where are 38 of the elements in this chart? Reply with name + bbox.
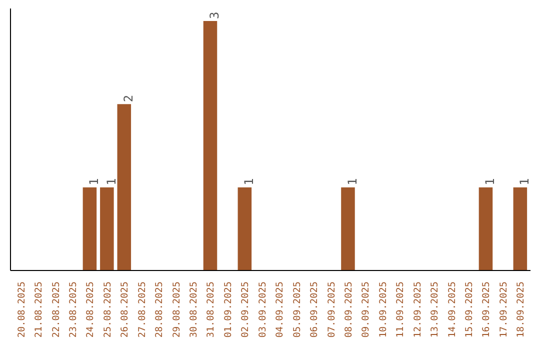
x-tick-label: 13.09.2025 [430,281,441,338]
x-tick-label: 09.09.2025 [360,281,372,338]
x-tick-label: 07.09.2025 [326,281,338,338]
x-tick-label: 28.08.2025 [154,281,166,338]
x-tick-label: 14.09.2025 [446,281,458,338]
x-tick-label: 27.08.2025 [136,281,148,338]
data-label: 2 [122,94,136,102]
x-tick-label: 15.09.2025 [464,281,476,338]
x-tick-label: 17.09.2025 [498,281,510,338]
x-tick-label: 18.09.2025 [516,281,527,338]
data-label: 1 [483,178,498,186]
x-tick-label: 31.08.2025 [206,281,217,338]
x-tick-label: 21.08.2025 [34,281,45,338]
x-tick-label: 12.09.2025 [412,281,424,338]
x-tick-label: 23.08.2025 [68,281,79,338]
data-label: 1 [518,178,532,186]
x-tick-label: 08.09.2025 [343,281,354,338]
data-label: 1 [345,178,360,186]
x-tick-label: 29.08.2025 [171,281,182,338]
x-tick-label: 05.09.2025 [292,281,303,338]
x-tick-label: 11.09.2025 [395,281,406,338]
x-tick-label: 30.08.2025 [188,281,200,338]
data-label: 3 [208,12,222,19]
x-tick-label: 16.09.2025 [481,281,492,338]
data-label: 1 [87,178,102,186]
x-tick-label: 22.08.2025 [50,281,62,338]
x-tick-label: 02.09.2025 [240,281,252,338]
x-tick-label: 10.09.2025 [378,281,389,338]
x-tick-label: 25.08.2025 [102,281,114,338]
x-tick-label: 06.09.2025 [309,281,320,338]
x-tick-label: 24.08.2025 [85,281,96,338]
data-label: 1 [104,178,118,186]
x-tick-label: 01.09.2025 [222,281,234,338]
x-tick-label: 04.09.2025 [274,281,286,338]
data-label: 1 [242,178,256,186]
x-tick-label: 03.09.2025 [257,281,268,338]
x-tick-label: 20.08.2025 [16,281,28,338]
x-tick-label: 26.08.2025 [120,281,131,338]
